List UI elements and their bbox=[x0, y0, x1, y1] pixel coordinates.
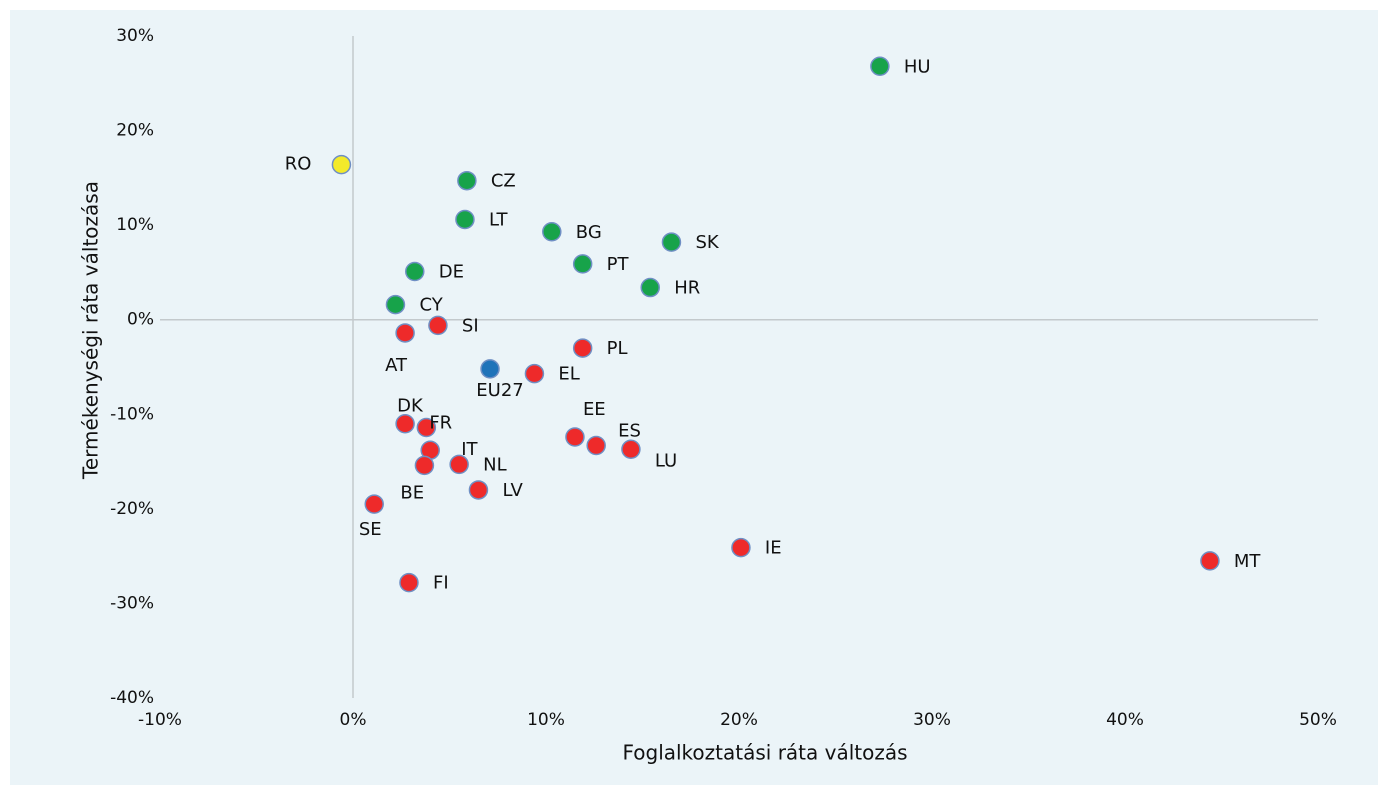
point bbox=[455, 209, 475, 230]
x-tick-label: 20% bbox=[720, 710, 758, 730]
point bbox=[428, 315, 448, 336]
point bbox=[661, 232, 682, 252]
point-label: LV bbox=[502, 480, 523, 501]
point-label: AT bbox=[385, 355, 408, 376]
point-label: PL bbox=[607, 338, 628, 359]
point-label: BG bbox=[576, 222, 602, 243]
point bbox=[405, 261, 425, 282]
point bbox=[416, 417, 437, 438]
point-label: SI bbox=[462, 315, 479, 336]
point-label: IE bbox=[765, 538, 782, 559]
point bbox=[524, 363, 545, 384]
point bbox=[414, 455, 435, 476]
point bbox=[565, 427, 585, 447]
point bbox=[542, 222, 562, 242]
chart-background bbox=[10, 10, 1378, 785]
point-label: FR bbox=[429, 413, 452, 434]
point-label: EE bbox=[583, 399, 606, 420]
x-tick-label: 10% bbox=[527, 710, 565, 730]
point-label: SK bbox=[695, 232, 719, 253]
point bbox=[572, 338, 593, 358]
y-tick-label: 0% bbox=[127, 310, 154, 330]
x-tick-label: 40% bbox=[1106, 710, 1144, 730]
point-label: ES bbox=[618, 420, 641, 441]
y-tick-label: -20% bbox=[110, 499, 154, 519]
point-label: EU27 bbox=[476, 380, 523, 401]
point-label: HR bbox=[674, 278, 700, 299]
point-label: CY bbox=[419, 295, 443, 316]
point bbox=[385, 294, 406, 315]
y-tick-label: 20% bbox=[116, 121, 154, 141]
point bbox=[457, 170, 477, 191]
x-tick-label: 0% bbox=[340, 710, 367, 730]
point-label: FI bbox=[433, 573, 449, 594]
y-tick-label: 10% bbox=[116, 215, 154, 235]
point-label: RO bbox=[285, 154, 312, 175]
point bbox=[480, 359, 500, 379]
point-label: HU bbox=[904, 56, 931, 77]
point bbox=[586, 435, 606, 456]
y-tick-label: -40% bbox=[110, 688, 154, 708]
point-label: DK bbox=[397, 396, 424, 417]
point-label: IT bbox=[461, 439, 478, 460]
y-tick-label: 30% bbox=[116, 26, 154, 46]
point bbox=[331, 154, 352, 175]
point bbox=[572, 254, 593, 274]
point bbox=[395, 323, 415, 343]
x-tick-label: 30% bbox=[913, 710, 951, 730]
point-label: DE bbox=[439, 261, 464, 282]
point bbox=[621, 439, 641, 460]
point bbox=[395, 413, 415, 434]
point-label: LU bbox=[655, 450, 677, 471]
point bbox=[364, 494, 384, 514]
y-tick-label: -30% bbox=[110, 593, 154, 613]
x-tick-label: -10% bbox=[138, 710, 182, 730]
point-label: NL bbox=[483, 454, 507, 475]
point bbox=[731, 537, 751, 558]
y-axis-title: Termékenységi ráta változása bbox=[79, 181, 103, 480]
y-tick-label: -10% bbox=[110, 404, 154, 424]
point bbox=[1200, 551, 1220, 571]
point-label: MT bbox=[1234, 551, 1262, 572]
point bbox=[640, 277, 660, 298]
point-label: EL bbox=[558, 364, 579, 385]
point-label: LT bbox=[489, 209, 509, 230]
point bbox=[449, 454, 469, 475]
point-label: PT bbox=[607, 254, 630, 275]
x-axis-title: Foglalkoztatási ráta változás bbox=[622, 741, 907, 765]
point-label: CZ bbox=[491, 171, 516, 192]
point bbox=[468, 480, 489, 500]
x-tick-label: 50% bbox=[1299, 710, 1337, 730]
point-label: BE bbox=[400, 482, 424, 503]
point bbox=[399, 572, 419, 593]
point bbox=[870, 56, 890, 77]
point-label: SE bbox=[359, 519, 382, 540]
